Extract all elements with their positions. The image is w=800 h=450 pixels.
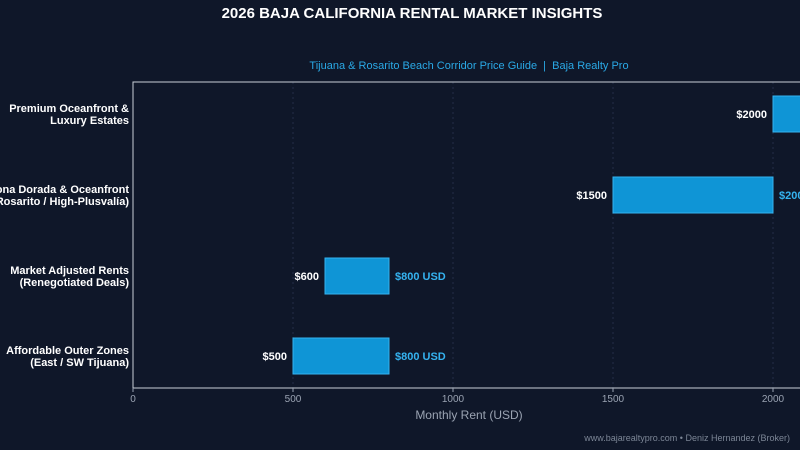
- category-labels: Premium Oceanfront &Luxury Estates Zona D…: [0, 103, 129, 369]
- range-bar: [612, 176, 774, 214]
- high-value-label: $800 USD: [395, 271, 446, 283]
- chart-subtitle: Tijuana & Rosarito Beach Corridor Price …: [309, 60, 628, 72]
- x-axis-ticks: 05001000150020002500300035004000: [130, 388, 785, 405]
- range-bar: [772, 95, 800, 133]
- x-tick-label: 1500: [602, 394, 625, 405]
- x-tick-label: 500: [285, 394, 302, 405]
- category-label: Zona Dorada & Oceanfront: [0, 184, 129, 196]
- high-value-label: $800 USD: [395, 351, 446, 363]
- x-axis-title: Monthly Rent (USD): [415, 408, 522, 422]
- low-value-label: $1500: [576, 190, 607, 202]
- category-label: Luxury Estates: [50, 115, 129, 127]
- category-label: (East / SW Tijuana): [30, 357, 129, 369]
- plot-area: [132, 81, 800, 389]
- chart-title: 2026 BAJA CALIFORNIA RENTAL MARKET INSIG…: [222, 5, 603, 22]
- x-tick-label: 2000: [762, 394, 785, 405]
- bars: $2000$3500 USD$1500$2000 USD$600$800 USD…: [263, 95, 800, 375]
- low-value-label: $2000: [736, 109, 767, 121]
- gridlines: [292, 82, 774, 388]
- footer-credit: www.bajarealtypro.com • Deniz Hernandez …: [583, 433, 790, 443]
- category-label: (Rosarito / High-Plusvalía): [0, 196, 129, 208]
- range-bar: [292, 337, 390, 375]
- x-tick-label: 0: [130, 394, 136, 405]
- high-value-label: $2000 USD: [779, 190, 800, 202]
- low-value-label: $500: [263, 351, 287, 363]
- category-label: Market Adjusted Rents: [10, 265, 129, 277]
- category-label: Premium Oceanfront &: [9, 103, 129, 115]
- x-tick-label: 1000: [442, 394, 465, 405]
- range-bar: [324, 257, 390, 295]
- category-label: (Renegotiated Deals): [20, 277, 130, 289]
- low-value-label: $600: [295, 271, 319, 283]
- category-label: Affordable Outer Zones: [6, 345, 129, 357]
